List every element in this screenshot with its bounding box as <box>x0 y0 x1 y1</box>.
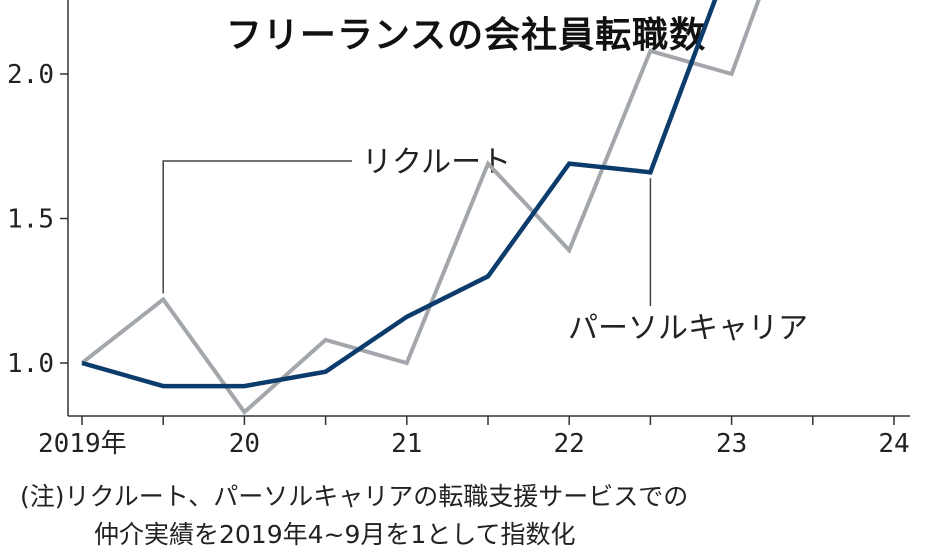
footnote-line-1: (注)リクルート、パーソルキャリアの転職支援サービスでの <box>20 482 689 511</box>
series-line <box>80 0 761 416</box>
x-tick-label: 22 <box>554 429 585 459</box>
series-label: リクルート <box>362 145 511 180</box>
x-tick-label: 2019年 <box>38 429 127 459</box>
series-line <box>81 0 718 389</box>
y-tick-label: 1.5 <box>7 205 54 235</box>
x-tick-label: 23 <box>716 429 747 459</box>
x-tick-label: 21 <box>391 429 422 459</box>
footnote: (注)リクルート、パーソルキャリアの転職支援サービスでの 仲介実績を2019年4… <box>20 478 688 554</box>
callout-leader <box>162 160 352 294</box>
footnote-line-2: 仲介実績を2019年4~9月を1として指数化 <box>94 520 576 549</box>
x-tick-label: 24 <box>878 429 909 459</box>
y-tick-label: 1.0 <box>7 349 54 379</box>
y-tick-label: 2.0 <box>7 60 54 90</box>
chart-title: フリーランスの会社員転職数 <box>225 15 707 56</box>
x-tick-label: 20 <box>229 429 260 459</box>
series-lines <box>80 0 761 416</box>
series-label: パーソルキャリア <box>568 311 808 346</box>
